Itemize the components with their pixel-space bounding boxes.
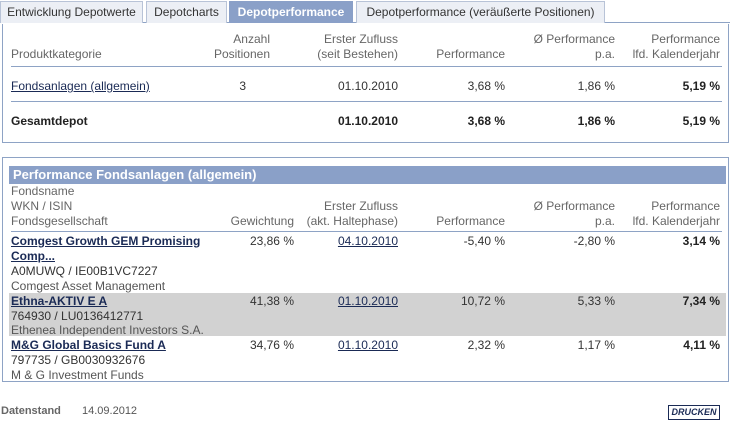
fund-weight: 34,76 % (249, 338, 294, 352)
tab-depotperformance-veraeusserte[interactable]: Depotperformance (veräußerte Positionen) (356, 1, 605, 23)
total-ytd-performance: 5,19 % (682, 114, 720, 128)
header-fund-name: Fondsname WKN / ISIN Fondsgesellschaft (11, 184, 108, 228)
fund-ytd-performance: 3,14 % (682, 234, 720, 248)
header-ytd-performance: Performance lfd. Kalenderjahr (632, 32, 720, 61)
fund-name-link[interactable]: M&G Global Basics Fund A (11, 338, 166, 352)
fund-ids: A0MUWQ / IE00B1VC7227 (11, 264, 158, 278)
total-label: Gesamtdepot (11, 114, 88, 128)
fund-company: Ethenea Independent Investors S.A. (11, 323, 204, 337)
fund-ytd-performance: 4,11 % (683, 338, 720, 352)
divider (11, 66, 722, 67)
total-inflow: 01.10.2010 (337, 114, 398, 128)
header-inflow: Erster Zufluss (seit Bestehen) (317, 32, 398, 61)
fund-performance: 2,32 % (467, 338, 505, 352)
header-weight: Gewichtung (230, 214, 294, 228)
avg-performance-value: 1,86 % (577, 79, 615, 93)
tab-bar: Entwicklung Depotwerte Depotcharts Depot… (0, 0, 730, 23)
fund-ytd-performance: 7,34 % (682, 294, 720, 308)
header-avg-performance: Ø Performance p.a. (533, 32, 615, 61)
table-row-highlight (9, 293, 726, 336)
print-button[interactable]: DRUCKEN (668, 405, 720, 420)
header-positions: Anzahl Positionen (213, 32, 270, 61)
tab-depotperformance[interactable]: Depotperformance (229, 1, 353, 23)
fund-avg-performance: 1,17 % (577, 338, 615, 352)
fund-avg-performance: -2,80 % (573, 234, 615, 248)
fund-detail-panel: Performance Fondsanlagen (allgemein) Fon… (2, 157, 729, 382)
tab-depotcharts[interactable]: Depotcharts (146, 1, 227, 23)
fund-avg-performance: 5,33 % (577, 294, 615, 308)
header-inflow: Erster Zufluss (akt. Haltephase) (306, 199, 398, 228)
header-performance: Performance (436, 47, 505, 61)
fund-weight: 41,38 % (249, 294, 294, 308)
fund-name-link[interactable]: Ethna-AKTIV E A (11, 294, 108, 308)
performance-value: 3,68 % (467, 79, 505, 93)
fund-company: M & G Investment Funds (11, 368, 144, 382)
fund-performance: -5,40 % (463, 234, 505, 248)
data-date-value: 14.09.2012 (82, 405, 138, 417)
ytd-performance-value: 5,19 % (682, 79, 720, 93)
section-title: Performance Fondsanlagen (allgemein) (9, 166, 726, 184)
data-date-label: Datenstand (1, 405, 61, 417)
category-link-fondsanlagen[interactable]: Fondsanlagen (allgemein) (11, 79, 150, 93)
fund-inflow-link[interactable]: 01.10.2010 (337, 338, 398, 352)
tab-entwicklung-depotwerte[interactable]: Entwicklung Depotwerte (0, 1, 143, 23)
total-avg-performance: 1,86 % (577, 114, 615, 128)
fund-weight: 23,86 % (249, 234, 294, 248)
divider (11, 101, 722, 102)
header-category: Produktkategorie (11, 47, 102, 61)
fund-ids: 797735 / GB0030932676 (11, 353, 146, 367)
fund-inflow-link[interactable]: 01.10.2010 (337, 294, 398, 308)
divider (11, 231, 722, 232)
header-performance: Performance (436, 214, 505, 228)
fund-name-link[interactable]: Comgest Growth GEM Promising Comp... (11, 234, 201, 263)
fund-company: Comgest Asset Management (11, 279, 166, 293)
fund-performance: 10,72 % (460, 294, 505, 308)
total-performance: 3,68 % (467, 114, 505, 128)
summary-panel: Produktkategorie Anzahl Positionen Erster… (2, 24, 729, 143)
fund-inflow-link[interactable]: 04.10.2010 (337, 234, 398, 248)
positions-value: 3 (239, 79, 246, 93)
fund-ids: 764930 / LU0136412771 (11, 309, 144, 323)
inflow-value: 01.10.2010 (337, 79, 398, 93)
header-ytd-performance: Performance lfd. Kalenderjahr (632, 199, 720, 228)
header-avg-performance: Ø Performance p.a. (533, 199, 615, 228)
